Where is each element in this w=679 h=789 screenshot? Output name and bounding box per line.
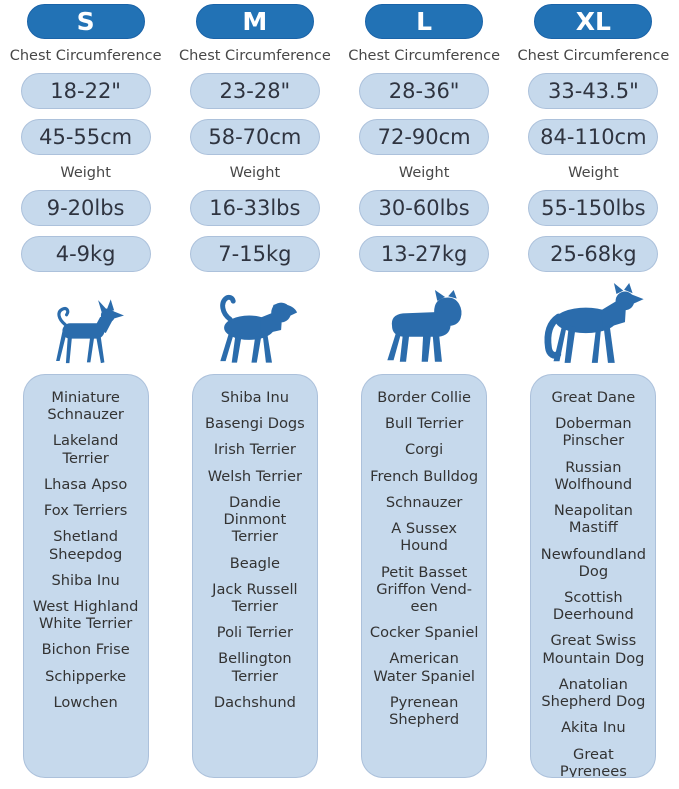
weight-lbs-value: 16-33lbs [189,190,320,226]
breed-list: Miniature Schnauzer Lakeland Terrier Lha… [22,374,149,778]
size-badge-m: M [195,4,314,39]
beagle-dog-icon [220,294,298,363]
dog-icon-wrap [372,276,476,368]
breed-item: French Bulldog [370,467,479,485]
weight-lbs-value: 30-60lbs [359,190,490,226]
chest-inches-value: 18-22" [20,73,151,109]
breed-item: Dachshund [213,693,296,711]
breed-item: Welsh Terrier [207,467,303,485]
breed-item: Irish Terrier [213,441,296,459]
breed-item: Poli Terrier [216,624,293,642]
dog-icon-wrap [205,276,304,368]
breed-item: Schipperke [45,667,127,685]
breed-item: Shetland Sheepdog [49,528,123,563]
weight-kg-value: 7-15kg [189,236,320,272]
chest-circumference-label: Chest Circumference [178,48,331,64]
weight-kg-value: 4-9kg [20,236,151,272]
breed-item: Cocker Spaniel [369,624,479,642]
breed-item: Jack Russell Terrier [212,580,298,615]
breed-item: Lhasa Apso [43,475,128,493]
chest-cm-value: 58-70cm [189,119,320,155]
breed-item: Lakeland Terrier [52,432,119,467]
weight-label: Weight [229,165,281,181]
breed-item: Doberman Pinscher [555,415,632,450]
size-badge-xl: XL [534,4,653,39]
breed-item: Great Pyrenees [559,745,627,778]
breed-item: Border Collie [377,389,472,406]
dog-icon-wrap [537,276,650,368]
husky-dog-icon [544,283,644,363]
size-column-m: M Chest Circumference 23-28" 58-70cm Wei… [175,4,334,778]
chest-inches-value: 23-28" [189,73,320,109]
breed-item: Akita Inu [561,719,626,737]
breed-item: Shiba Inu [51,571,120,589]
weight-label: Weight [568,165,619,181]
breed-item: Newfoundland Dog [540,545,646,580]
chest-cm-value: 45-55cm [20,119,151,155]
breed-item: West Highland White Terrier [32,597,139,633]
breed-item: A Sussex Hound [391,520,457,555]
size-column-xl: XL Chest Circumference 33-43.5" 84-110cm… [514,4,673,778]
weight-kg-value: 25-68kg [528,236,659,272]
chest-circumference-label: Chest Circumference [348,48,501,64]
weight-lbs-value: 55-150lbs [528,190,659,226]
chest-inches-value: 33-43.5" [528,73,659,109]
size-column-s: S Chest Circumference 18-22" 45-55cm Wei… [6,4,165,778]
breed-item: Miniature Schnauzer [47,389,124,424]
breed-item: Russian Wolfhound [554,458,633,493]
weight-kg-value: 13-27kg [359,236,490,272]
breed-item: Petit Basset Griffon Vend-een [376,563,473,615]
breed-item: Bichon Frise [41,641,130,659]
weight-lbs-value: 9-20lbs [20,190,151,226]
chest-cm-value: 72-90cm [359,119,490,155]
weight-label: Weight [398,165,450,181]
size-badge-s: S [26,4,145,39]
breed-item: Great Swiss Mountain Dog [542,632,645,667]
breed-list: Border Collie Bull Terrier Corgi French … [361,374,488,778]
breed-item: American Water Spaniel [373,650,475,685]
french-bulldog-dog-icon [387,290,462,362]
chest-circumference-label: Chest Circumference [517,48,670,64]
breed-item: Great Dane [551,389,636,406]
breed-item: Basengi Dogs [204,415,305,433]
breed-item: Neapolitan Mastiff [553,502,633,537]
breed-item: Shiba Inu [220,389,289,406]
dog-icon-wrap [40,276,131,368]
breed-item: Bull Terrier [385,415,464,433]
breed-item: Pyrenean Shepherd [389,693,460,729]
breed-item: Dandie Dinmont Terrier [223,493,287,546]
toy-terrier-dog-icon [56,299,125,364]
weight-label: Weight [60,165,111,181]
breed-item: Anatolian Shepherd Dog [541,675,646,711]
breed-item: Schnauzer [385,493,463,511]
size-badge-l: L [365,4,484,39]
chest-inches-value: 28-36" [359,73,490,109]
breed-item: Corgi [405,441,444,459]
breed-item: Lowchen [53,693,118,711]
chest-circumference-label: Chest Circumference [9,48,162,64]
size-column-l: L Chest Circumference 28-36" 72-90cm Wei… [345,4,504,778]
breed-item: Scottish Deerhound [552,588,634,624]
breed-item: Fox Terriers [43,502,128,520]
breed-list: Shiba Inu Basengi Dogs Irish Terrier Wel… [191,374,318,778]
breed-item: Beagle [229,554,280,572]
breed-item: Bellington Terrier [218,650,292,685]
chest-cm-value: 84-110cm [528,119,659,155]
breed-list: Great Dane Doberman Pinscher Russian Wol… [530,374,657,778]
